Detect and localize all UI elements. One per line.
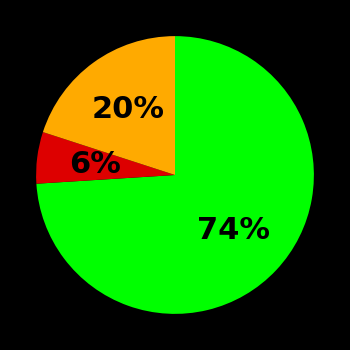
Text: 6%: 6% [69, 150, 121, 180]
Wedge shape [43, 36, 175, 175]
Wedge shape [36, 36, 314, 314]
Wedge shape [36, 132, 175, 184]
Text: 20%: 20% [91, 95, 164, 124]
Text: 74%: 74% [197, 216, 270, 245]
